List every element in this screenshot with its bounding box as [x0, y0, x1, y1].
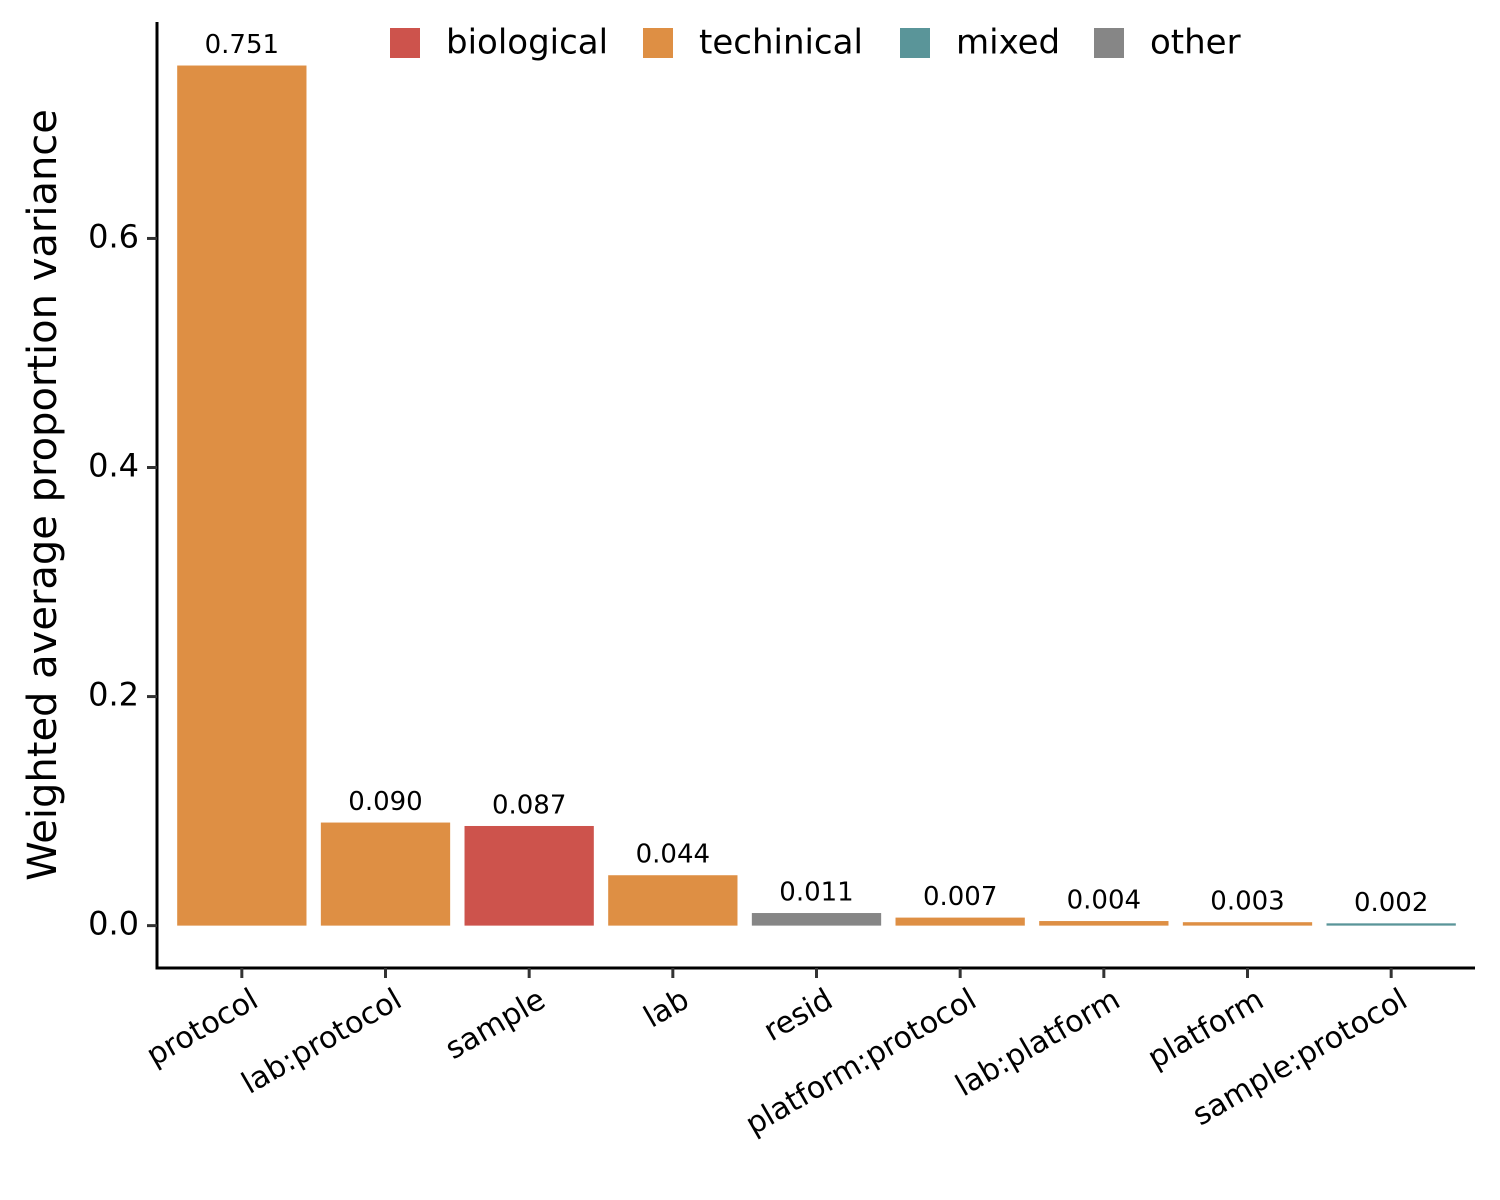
bar — [608, 875, 738, 926]
data-label: 0.002 — [1354, 888, 1428, 918]
legend-label: other — [1150, 23, 1241, 63]
data-label: 0.751 — [205, 30, 279, 60]
legend-swatch — [1094, 28, 1124, 58]
x-tick-label: sample — [439, 982, 551, 1067]
bar — [1039, 921, 1169, 926]
x-tick-label: lab:protocol — [236, 982, 408, 1101]
data-label: 0.087 — [492, 790, 566, 820]
x-tick-label: lab:platform — [950, 982, 1126, 1104]
data-label: 0.011 — [779, 878, 853, 908]
data-label: 0.007 — [923, 882, 997, 912]
y-tick-label: 0.4 — [88, 447, 139, 485]
x-tick-label: protocol — [141, 982, 264, 1073]
legend-label: biological — [446, 23, 608, 63]
x-tick-label: platform:protocol — [740, 982, 983, 1142]
x-tick-label: resid — [758, 982, 839, 1049]
bar — [464, 825, 594, 926]
y-tick-label: 0.0 — [88, 905, 139, 943]
x-tick-label: platform — [1142, 982, 1270, 1076]
bar — [177, 65, 307, 926]
legend-swatch — [643, 28, 673, 58]
y-tick-label: 0.2 — [88, 676, 139, 714]
bar — [895, 917, 1025, 926]
legend-swatch — [390, 28, 420, 58]
y-tick-label: 0.6 — [88, 217, 139, 255]
data-label: 0.090 — [348, 787, 422, 817]
bar — [1326, 923, 1456, 926]
data-label: 0.004 — [1067, 886, 1141, 916]
legend-swatch — [900, 28, 930, 58]
x-tick-label: lab — [638, 982, 695, 1035]
bar — [320, 822, 451, 926]
data-label: 0.003 — [1210, 887, 1284, 917]
bar — [1182, 922, 1313, 926]
legend-label: mixed — [956, 23, 1060, 63]
y-axis-title: Weighted average proportion variance — [20, 109, 66, 881]
bar — [751, 913, 882, 926]
data-label: 0.044 — [636, 840, 710, 870]
legend-label: techinical — [699, 23, 863, 63]
